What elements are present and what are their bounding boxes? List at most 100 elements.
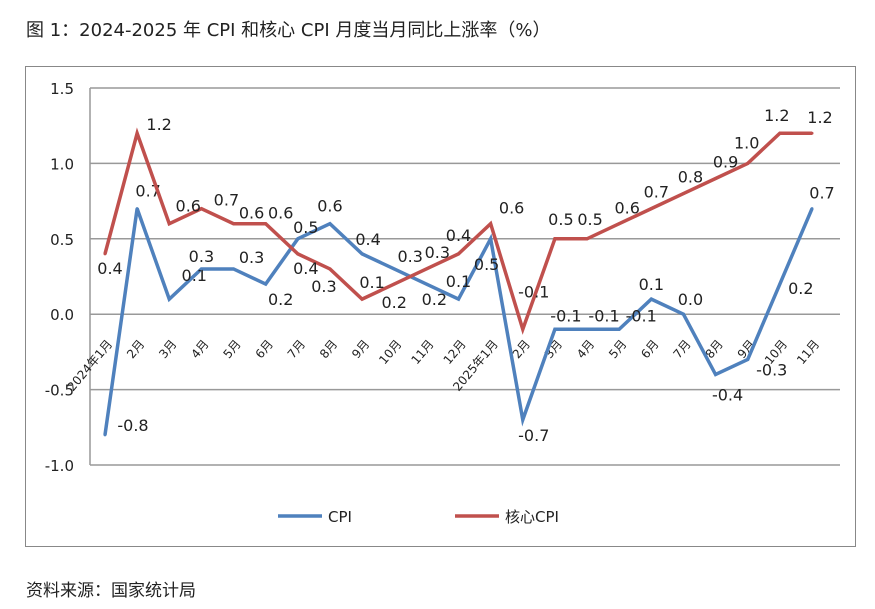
data-point: [103, 433, 107, 437]
x-tick-label: 11月: [408, 337, 436, 367]
data-point: [778, 131, 782, 135]
data-label: -0.7: [518, 426, 549, 445]
data-point: [617, 327, 621, 331]
data-label: -0.1: [626, 306, 657, 325]
x-tick-label: 6月: [253, 337, 276, 361]
x-tick-label: 2月: [124, 337, 147, 361]
data-label: -0.1: [518, 282, 549, 301]
data-label: 0.4: [293, 259, 318, 278]
data-label: 1.0: [734, 133, 759, 152]
data-label: 0.6: [268, 204, 293, 223]
data-point: [681, 192, 685, 196]
x-tick-label: 9月: [349, 337, 372, 361]
chart-title: 图 1：2024-2025 年 CPI 和核心 CPI 月度当月同比上涨率（%）: [26, 20, 551, 41]
y-tick-label: 0.5: [50, 231, 74, 249]
data-point: [553, 327, 557, 331]
chart-frame: [25, 66, 856, 547]
data-label: 0.1: [359, 273, 384, 292]
data-point: [135, 131, 139, 135]
data-label: 0.1: [182, 266, 207, 285]
data-label: 0.2: [382, 293, 407, 312]
data-label: 0.6: [499, 199, 524, 218]
data-label: 0.3: [398, 247, 423, 266]
data-label: -0.4: [712, 386, 743, 405]
data-label: 0.5: [293, 218, 318, 237]
data-point: [714, 373, 718, 377]
data-label: 0.4: [446, 226, 471, 245]
data-point: [392, 282, 396, 286]
data-point: [746, 357, 750, 361]
data-point: [810, 207, 814, 211]
y-tick-label: 1.0: [50, 155, 74, 173]
data-point: [167, 297, 171, 301]
data-point: [714, 176, 718, 180]
data-label: 1.2: [764, 106, 789, 125]
data-point: [457, 297, 460, 301]
x-tick-label: 11月: [794, 337, 822, 367]
data-label: 0.7: [809, 184, 834, 203]
x-tick-label: 7月: [670, 337, 693, 361]
data-label: 0.3: [189, 247, 214, 266]
x-tick-label: 8月: [317, 337, 340, 361]
data-point: [489, 222, 493, 226]
y-tick-label: -1.0: [45, 457, 74, 475]
data-point: [232, 222, 236, 226]
data-point: [424, 267, 428, 271]
x-tick-label: 10月: [376, 337, 404, 367]
data-label: 0.3: [425, 243, 450, 262]
data-label: 0.6: [317, 197, 342, 216]
data-label: 0.1: [446, 272, 471, 291]
data-point: [135, 207, 139, 211]
x-tick-label: 4月: [188, 337, 211, 361]
data-label: 0.6: [614, 199, 639, 218]
data-point: [392, 267, 396, 271]
data-point: [103, 252, 107, 256]
data-point: [585, 237, 589, 241]
x-tick-label: 12月: [441, 337, 469, 367]
data-label: 1.2: [146, 115, 171, 134]
data-point: [328, 222, 332, 226]
data-point: [778, 282, 782, 286]
data-point: [746, 161, 750, 165]
data-label: 0.6: [176, 197, 201, 216]
y-tick-label: -0.5: [45, 382, 74, 400]
data-label: -0.1: [588, 306, 619, 325]
data-label: 0.7: [644, 183, 669, 202]
data-point: [810, 131, 814, 135]
data-label: 0.2: [268, 290, 293, 309]
data-label: -0.3: [756, 360, 787, 379]
data-point: [232, 267, 236, 271]
data-point: [521, 327, 525, 331]
x-tick-label: 7月: [285, 337, 308, 361]
legend-label: 核心CPI: [505, 508, 559, 526]
data-point: [681, 312, 685, 316]
data-label: -0.1: [550, 306, 581, 325]
data-label: 1.2: [807, 108, 832, 127]
x-tick-label: 6月: [638, 337, 661, 361]
data-point: [296, 237, 300, 241]
data-point: [489, 237, 493, 241]
data-label: 0.1: [639, 275, 664, 294]
legend-label: CPI: [328, 508, 352, 526]
source-note: 资料来源：国家统计局: [26, 581, 196, 601]
data-point: [553, 237, 557, 241]
data-label: 0.0: [678, 290, 703, 309]
x-tick-label: 4月: [574, 337, 597, 361]
data-point: [424, 282, 428, 286]
data-label: 0.5: [577, 210, 602, 229]
x-tick-label: 3月: [156, 337, 179, 361]
y-tick-label: 1.5: [50, 80, 74, 98]
data-label: 0.2: [422, 290, 447, 309]
data-label: 0.3: [311, 277, 336, 296]
data-label: 0.4: [97, 259, 122, 278]
data-point: [199, 267, 203, 271]
data-label: 0.9: [713, 152, 738, 171]
data-point: [264, 222, 268, 226]
data-point: [585, 327, 589, 331]
data-point: [360, 252, 364, 256]
data-point: [264, 282, 268, 286]
data-point: [617, 222, 621, 226]
data-label: 0.8: [678, 168, 703, 187]
data-label: 0.5: [474, 255, 499, 274]
